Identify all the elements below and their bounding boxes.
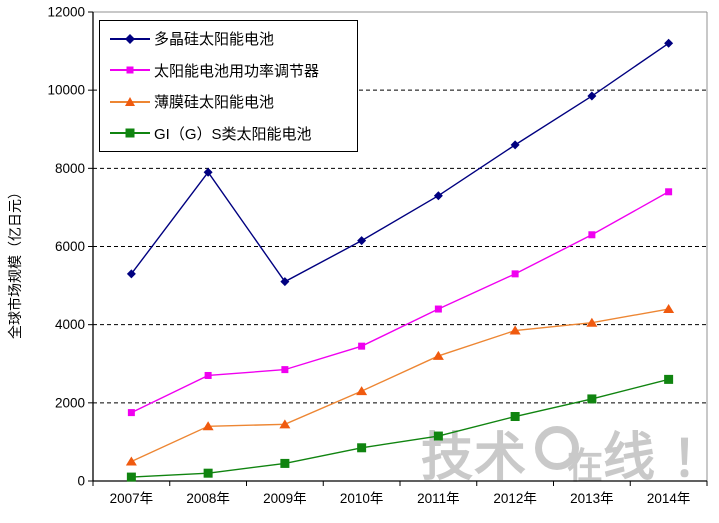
data-point-square [510,412,520,422]
data-point-diamond [433,191,443,201]
legend-swatch [110,33,150,45]
data-point-square [511,270,519,278]
data-point-square [280,458,290,468]
watermark-exclaim: ！ [672,431,719,487]
legend-item: GI（G）S类太阳能电池 [110,120,357,146]
data-point-square [126,472,136,482]
series-line [131,378,669,478]
data-point-triangle [432,350,444,360]
diamond-marker-icon [125,33,135,44]
magnifier-ring-icon [535,426,580,470]
data-point-triangle [663,304,675,314]
data-point-square [434,305,442,313]
legend-item: 薄膜硅太阳能电池 [110,89,357,115]
data-point-square [203,468,213,478]
data-point-diamond [587,91,597,101]
y-tick-label: 4000 [55,317,85,332]
data-point-triangle [125,456,137,466]
legend-swatch [110,96,150,108]
data-point-triangle [586,317,598,327]
data-point-square [433,431,443,441]
square-marker-icon [126,66,134,74]
legend-label: GI（G）S类太阳能电池 [154,125,312,143]
data-point-diamond [203,167,213,177]
data-point-triangle [279,419,291,429]
legend-item: 多晶硅太阳能电池 [110,26,357,52]
data-point-triangle [509,325,521,335]
data-point-square [587,394,597,404]
data-point-square [358,342,366,350]
data-point-square [127,409,135,417]
y-tick-label: 12000 [47,5,85,20]
legend-item: 太阳能电池用功率调节器 [110,57,357,83]
legend-label: 薄膜硅太阳能电池 [154,94,275,112]
series-line [131,308,669,463]
square-marker-icon [125,128,135,138]
data-point-diamond [510,140,520,150]
x-tick-label: 2011年 [417,491,460,506]
data-point-square [357,443,367,453]
watermark: 技术 在 线 ！ [421,426,719,484]
legend-label: 多晶硅太阳能电池 [154,31,275,49]
x-tick-label: 2010年 [340,491,384,506]
data-point-diamond [664,38,674,48]
data-point-diamond [280,277,290,287]
watermark-text-mid: 在 [567,445,604,486]
x-tick-label: 2014年 [647,491,691,506]
x-tick-label: 2009年 [263,491,307,506]
watermark-text-left: 技术 [421,429,528,487]
x-tick-label: 2007年 [110,491,154,506]
triangle-marker-icon [125,96,135,106]
data-point-diamond [357,236,367,246]
legend-swatch [110,127,150,139]
series-line [131,191,669,414]
series-line [130,42,670,283]
data-point-square [588,231,596,239]
data-point-diamond [126,269,136,279]
legend-swatch [110,64,150,76]
y-tick-label: 8000 [55,161,85,176]
y-tick-label: 10000 [47,83,85,98]
data-point-triangle [202,421,214,431]
y-tick-label: 2000 [55,395,85,410]
legend-label: 太阳能电池用功率调节器 [154,62,320,80]
data-point-square [665,188,673,196]
x-tick-label: 2008年 [186,491,230,506]
y-tick-label: 0 [77,474,85,489]
data-point-square [204,371,212,379]
x-tick-label: 2012年 [493,491,537,506]
x-tick-label: 2013年 [570,491,614,506]
y-tick-label: 6000 [55,239,85,254]
watermark-text-right: 线 [603,429,657,487]
data-point-triangle [356,386,368,396]
legend: 多晶硅太阳能电池太阳能电池用功率调节器 薄膜硅太阳能电池 GI（G）S类太阳能电池 [99,20,358,152]
data-point-square [281,366,289,374]
data-point-square [664,374,674,384]
